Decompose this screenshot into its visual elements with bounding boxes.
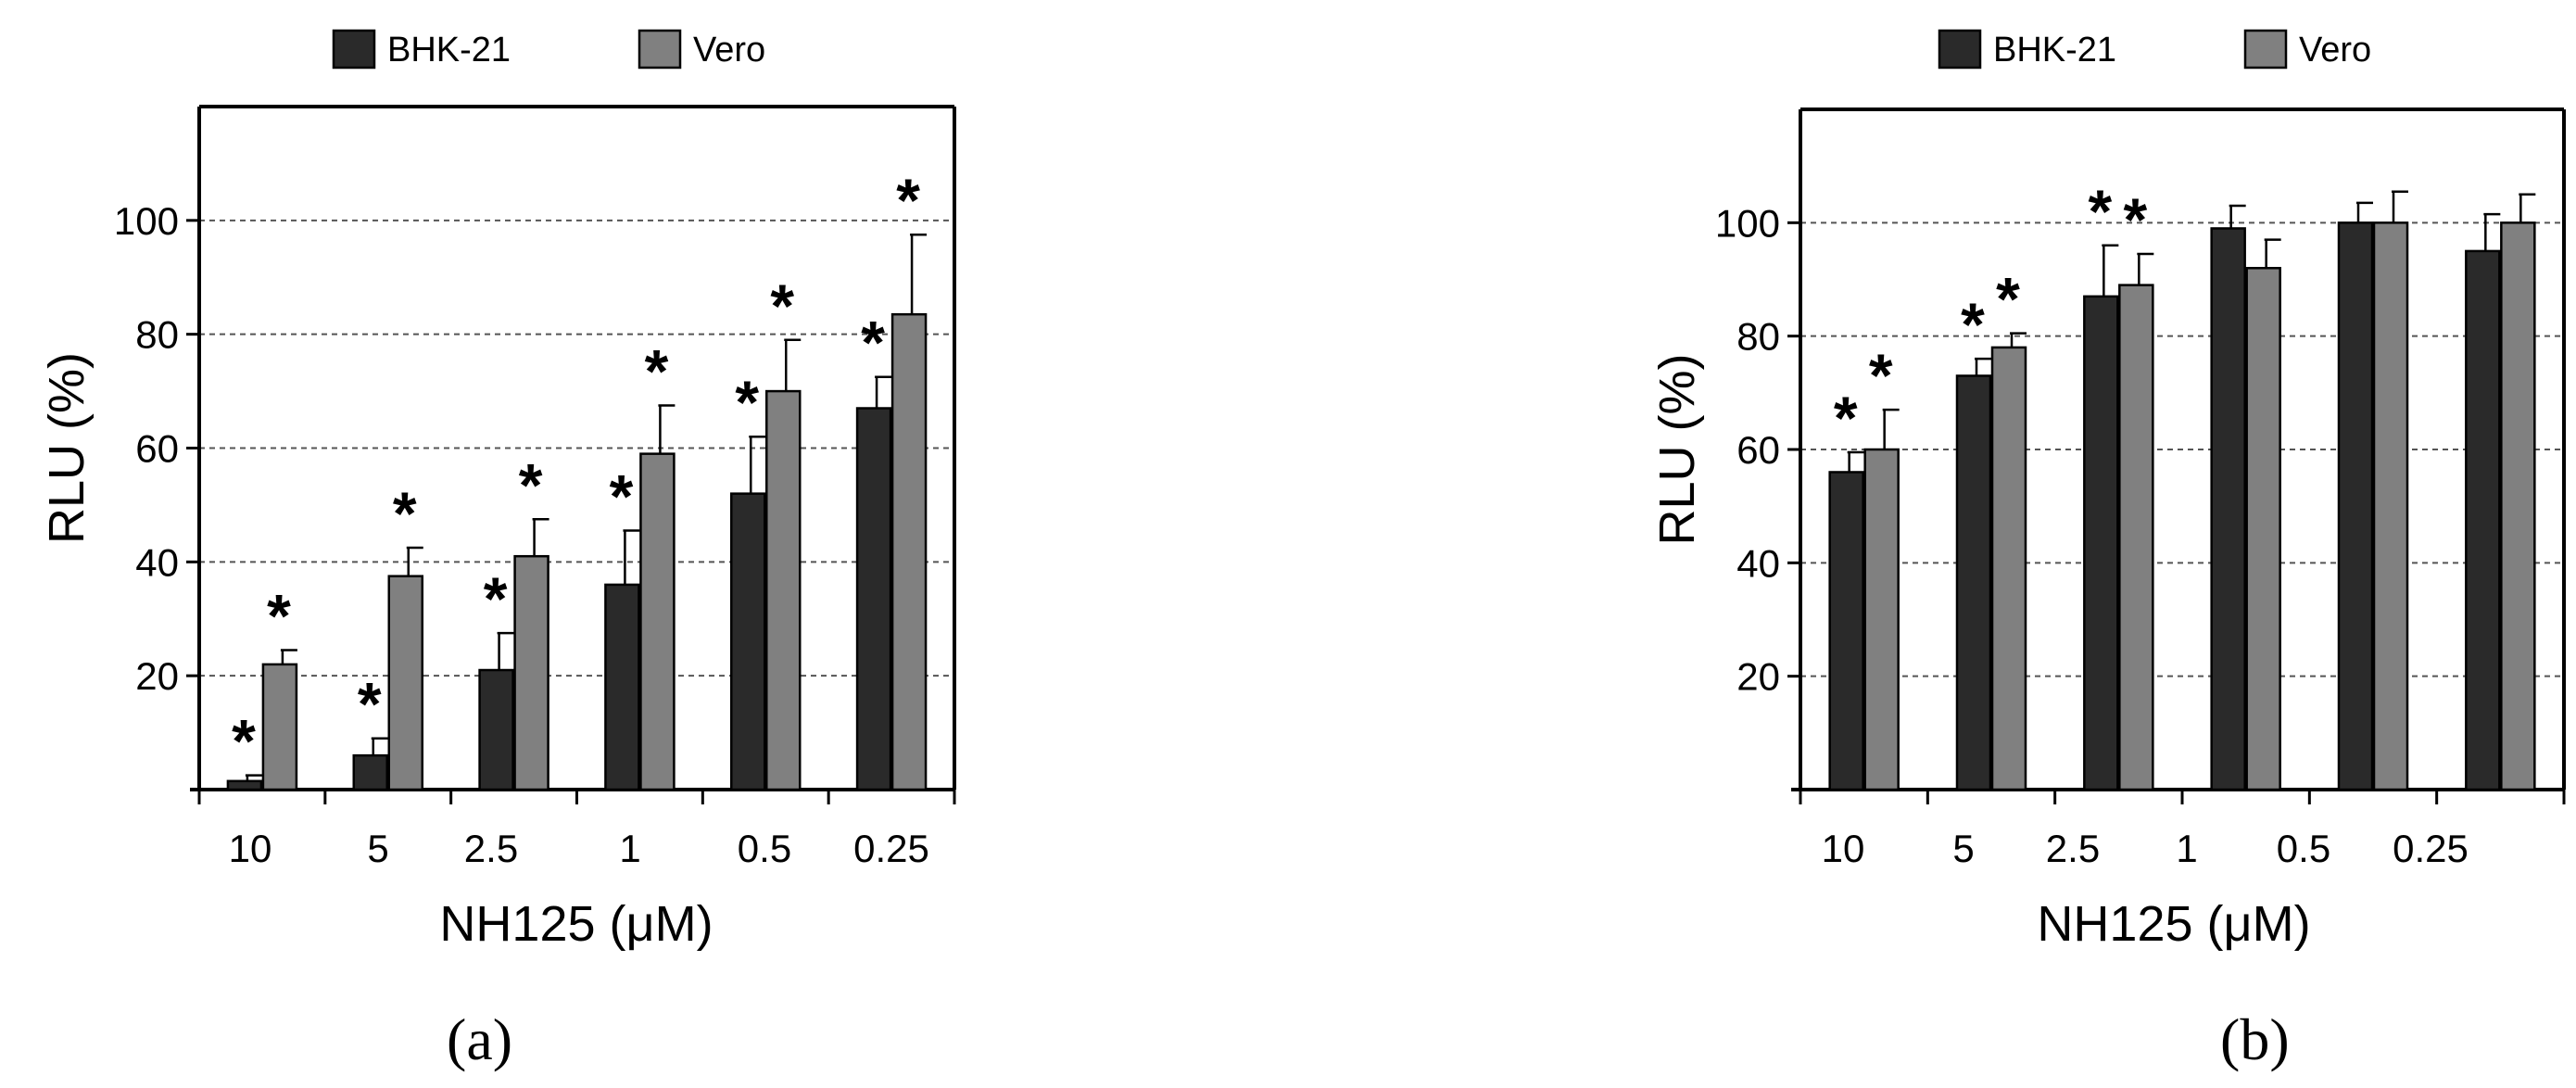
legend-swatch-vero	[638, 29, 682, 70]
bar-bhk21	[730, 492, 766, 791]
significance-star: *	[896, 166, 920, 234]
legend-swatch-bhk21	[1938, 29, 1982, 70]
y-tick-label: 40	[1736, 541, 1780, 585]
significance-star: *	[770, 272, 794, 340]
y-tick-label: 60	[1736, 428, 1780, 472]
y-tick-label: 100	[114, 199, 179, 243]
bar-vero	[2372, 221, 2409, 791]
significance-star: *	[735, 368, 759, 436]
x-tick-label: 5	[367, 827, 388, 870]
bar-vero	[261, 663, 298, 791]
x-tick-label: 5	[1952, 827, 1974, 870]
significance-star: *	[393, 479, 417, 548]
bar-vero	[387, 575, 423, 791]
y-tick-label: 60	[135, 427, 179, 471]
panel-b: 20 40 60 80 100 10 5 2.5 1 0.5 0.25 * * * * * * BHK-21 Ver…	[1288, 0, 2576, 1088]
y-tick-label: 80	[135, 313, 179, 357]
y-tick-label: 20	[135, 654, 179, 698]
significance-star: *	[861, 309, 885, 377]
legend-swatch-bhk21	[332, 29, 376, 70]
y-tick-label: 20	[1736, 655, 1780, 699]
x-tick-label: 10	[1822, 827, 1865, 870]
panel-a: 20 40 60 80 100 10 5 2.5 1 0.5 0.25 * * * * * * * * * * * * BHK…	[39, 29, 956, 1072]
bar-bhk21	[2465, 249, 2501, 791]
legend-label-vero: Vero	[693, 31, 765, 70]
bar-bhk21	[1955, 374, 1992, 791]
bar-bhk21	[604, 583, 640, 791]
significance-star: *	[2123, 185, 2147, 254]
x-tick-label: 1	[619, 827, 640, 870]
significance-star: *	[484, 564, 508, 633]
bar-bhk21	[2083, 295, 2119, 791]
y-tick-label: 80	[1736, 315, 1780, 359]
x-tick-label: 10	[229, 827, 272, 870]
significance-star: *	[2088, 177, 2112, 246]
bar-vero	[1990, 346, 2027, 791]
bar-bhk21	[2210, 227, 2246, 791]
significance-star: *	[1869, 341, 1893, 410]
legend-label-bhk21: BHK-21	[1993, 31, 2116, 70]
significance-star: *	[358, 670, 382, 739]
bar-bhk21	[855, 407, 892, 791]
significance-star: *	[645, 336, 669, 405]
x-tick-label: 0.5	[2277, 827, 2330, 870]
bar-vero	[2500, 221, 2536, 791]
caption-a: (a)	[447, 1006, 513, 1072]
bar-vero	[639, 452, 676, 791]
bar-vero	[765, 389, 802, 791]
legend-swatch-vero	[2243, 29, 2288, 70]
bar-vero	[2118, 284, 2154, 791]
caption-b: (b)	[2220, 1006, 2290, 1072]
legend-label-vero: Vero	[2299, 31, 2371, 70]
significance-star: *	[610, 462, 634, 531]
bar-bhk21	[1828, 471, 1864, 791]
bar-vero	[1863, 448, 1900, 791]
significance-star: *	[1961, 290, 1985, 359]
y-axis-title: RLU (%)	[1649, 353, 1705, 545]
bar-bhk21	[2337, 221, 2374, 791]
x-tick-label: 0.25	[853, 827, 929, 870]
x-tick-label: 0.25	[2393, 827, 2469, 870]
significance-star: *	[519, 450, 543, 519]
x-tick-label: 2.5	[464, 827, 518, 870]
bar-bhk21	[478, 668, 514, 791]
significance-star: *	[267, 582, 291, 651]
x-axis-title: NH125 (μM)	[2037, 896, 2310, 952]
bar-vero	[2245, 267, 2281, 791]
y-tick-label: 40	[135, 540, 179, 584]
legend-label-bhk21: BHK-21	[387, 31, 511, 70]
significance-star: *	[232, 707, 256, 776]
bar-vero	[513, 554, 549, 791]
x-tick-label: 0.5	[738, 827, 791, 870]
bar-vero	[890, 312, 928, 791]
x-axis-title: NH125 (μM)	[439, 896, 713, 952]
x-tick-label: 1	[2176, 827, 2197, 870]
x-tick-label: 2.5	[2046, 827, 2100, 870]
y-axis-title: RLU (%)	[39, 352, 95, 544]
significance-star: *	[1996, 265, 2020, 334]
bar-bhk21	[226, 779, 263, 791]
y-tick-label: 100	[1715, 201, 1780, 245]
significance-star: *	[1834, 384, 1858, 452]
bar-bhk21	[352, 753, 388, 791]
